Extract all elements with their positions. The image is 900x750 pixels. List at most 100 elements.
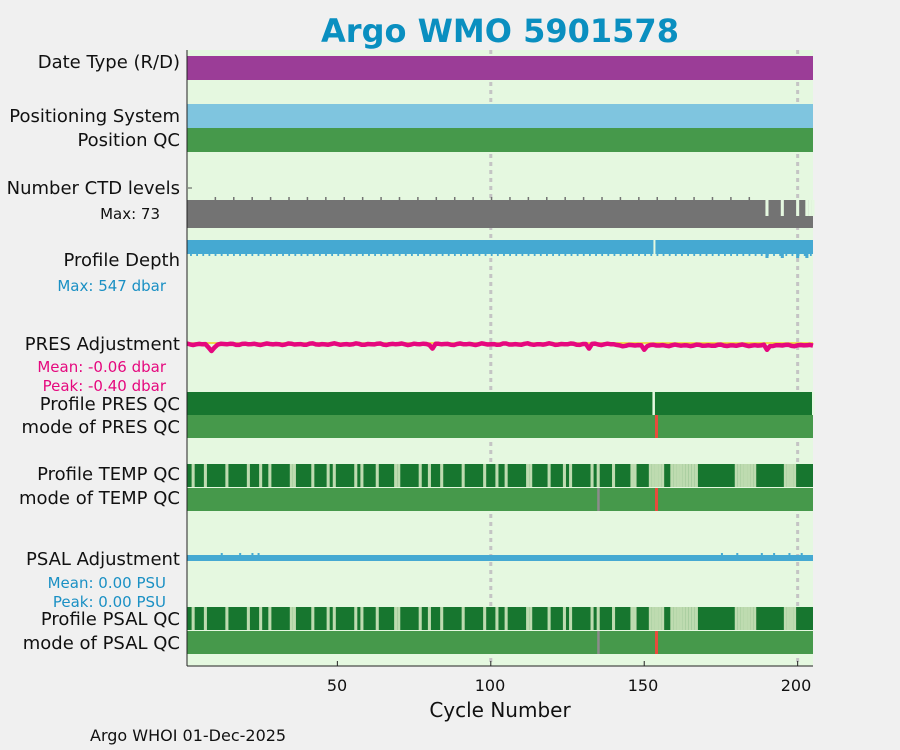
profile-depth-tick <box>282 254 284 256</box>
profile-temp-qc-light <box>648 464 652 487</box>
profile-depth-tick <box>687 254 689 256</box>
mode-psal-qc-gray <box>597 631 600 654</box>
profile-psal-qc-light <box>354 607 358 630</box>
profile-temp-qc-light <box>658 464 662 487</box>
profile-temp-qc-light <box>682 464 686 487</box>
profile-depth-tick <box>447 254 450 256</box>
profile-depth-tick <box>509 254 512 256</box>
row-label-profile-psal-qc: Profile PSAL QC <box>40 609 180 630</box>
profile-depth-tick <box>478 254 481 256</box>
profile-depth-tick <box>288 254 291 256</box>
x-axis-label: Cycle Number <box>429 698 571 722</box>
profile-psal-qc-light <box>529 607 533 630</box>
profile-depth-tick <box>300 254 303 256</box>
profile-depth-tick <box>650 254 653 256</box>
profile-depth-tick <box>760 254 763 256</box>
profile-depth-tick <box>552 254 554 256</box>
mode-temp-qc-bar <box>187 488 813 511</box>
profile-depth-tick <box>423 254 426 256</box>
profile-pres-qc-gap <box>812 392 815 415</box>
profile-depth-tick <box>337 254 340 256</box>
psal-mean-stat: Mean: 0.00 PSU <box>47 574 166 592</box>
profile-depth-tick <box>613 254 616 256</box>
profile-temp-qc-light <box>526 464 530 487</box>
ctd-level-tick <box>546 197 548 200</box>
profile-depth-tick <box>349 254 352 256</box>
ctd-level-tick <box>748 197 751 200</box>
profile-psal-qc-light <box>311 607 315 630</box>
profile-psal-qc-light <box>747 607 751 630</box>
profile-depth-tick <box>625 254 628 256</box>
profile-depth-tick <box>496 254 499 256</box>
profile-psal-qc-light <box>793 607 797 630</box>
row-label-positioning-system: Positioning System <box>9 106 180 127</box>
ctd-level-tick <box>472 197 474 200</box>
profile-psal-qc-light <box>750 607 754 630</box>
profile-psal-qc-bar <box>187 607 813 630</box>
profile-temp-qc-light <box>225 464 229 487</box>
ctd-level-dip <box>780 200 784 216</box>
profile-depth-tick <box>441 254 444 256</box>
row-label-date-type: Date Type (R/D) <box>37 52 180 73</box>
profile-psal-qc-light <box>259 607 263 630</box>
mode-psal-qc-bad <box>655 631 658 654</box>
profile-temp-qc-light <box>354 464 358 487</box>
profile-temp-qc-light <box>786 464 790 487</box>
profile-psal-qc-light <box>661 607 665 630</box>
profile-psal-qc-light <box>612 607 616 630</box>
ctd-level-dip <box>811 200 815 216</box>
profile-depth-tick <box>263 254 266 256</box>
profile-depth-tick <box>674 254 677 256</box>
profile-depth-tick <box>251 254 254 256</box>
profile-temp-qc-light <box>596 464 600 487</box>
ctd-level-tick <box>693 197 695 200</box>
profile-psal-qc-light <box>332 607 336 630</box>
profile-temp-qc-light <box>691 464 695 487</box>
profile-depth-tick <box>595 254 597 256</box>
ctd-level-tick <box>269 197 272 200</box>
profile-psal-qc-light <box>734 607 738 630</box>
profile-depth-tick <box>570 254 573 256</box>
profile-psal-qc-light <box>547 607 551 630</box>
profile-depth-tick <box>693 254 696 256</box>
profile-psal-qc-light <box>495 607 499 630</box>
profile-temp-qc-light <box>483 464 487 487</box>
profile-temp-qc-light <box>679 464 683 487</box>
profile-depth-tick <box>202 254 205 256</box>
profile-depth-tick <box>294 254 297 256</box>
profile-depth-tick <box>318 254 321 256</box>
ctd-level-tick <box>711 197 714 200</box>
profile-depth-tick <box>331 254 334 256</box>
profile-temp-qc-light <box>688 464 692 487</box>
row-label-psal-adjustment: PSAL Adjustment <box>25 549 180 570</box>
profile-temp-qc-light <box>360 464 364 487</box>
profile-depth-tick <box>730 254 732 256</box>
profile-depth-tick <box>724 254 726 256</box>
profile-depth-tick <box>312 254 315 256</box>
pres-adjustment-line <box>186 341 814 354</box>
profile-temp-qc-light <box>694 464 698 487</box>
profile-psal-qc-light <box>360 607 364 630</box>
profile-psal-qc-light <box>268 607 272 630</box>
row-label-ctd-levels: Number CTD levels <box>6 178 180 199</box>
profile-psal-qc-light <box>682 607 686 630</box>
ctd-level-tick <box>288 197 290 200</box>
profile-psal-qc-light <box>691 607 695 630</box>
profile-depth-tick <box>239 254 241 256</box>
profile-psal-qc-light <box>418 607 422 630</box>
row-label-profile-temp-qc: Profile TEMP QC <box>37 464 180 485</box>
profile-temp-qc-light <box>734 464 738 487</box>
mode-temp-qc-bad <box>655 488 658 511</box>
profile-psal-qc-light <box>504 607 508 630</box>
profile-depth-tick <box>809 254 812 256</box>
row-label-profile-depth: Profile Depth <box>63 250 180 271</box>
profile-depth-tick <box>521 254 524 256</box>
profile-psal-qc-light <box>461 607 465 630</box>
profile-temp-qc-light <box>661 464 665 487</box>
profile-temp-qc-light <box>440 464 444 487</box>
ctd-level-tick <box>656 197 658 200</box>
psal-adjustment-line <box>187 555 813 561</box>
ctd-level-tick <box>490 197 493 200</box>
profile-psal-qc-light <box>633 607 637 630</box>
profile-temp-qc-light <box>673 464 677 487</box>
